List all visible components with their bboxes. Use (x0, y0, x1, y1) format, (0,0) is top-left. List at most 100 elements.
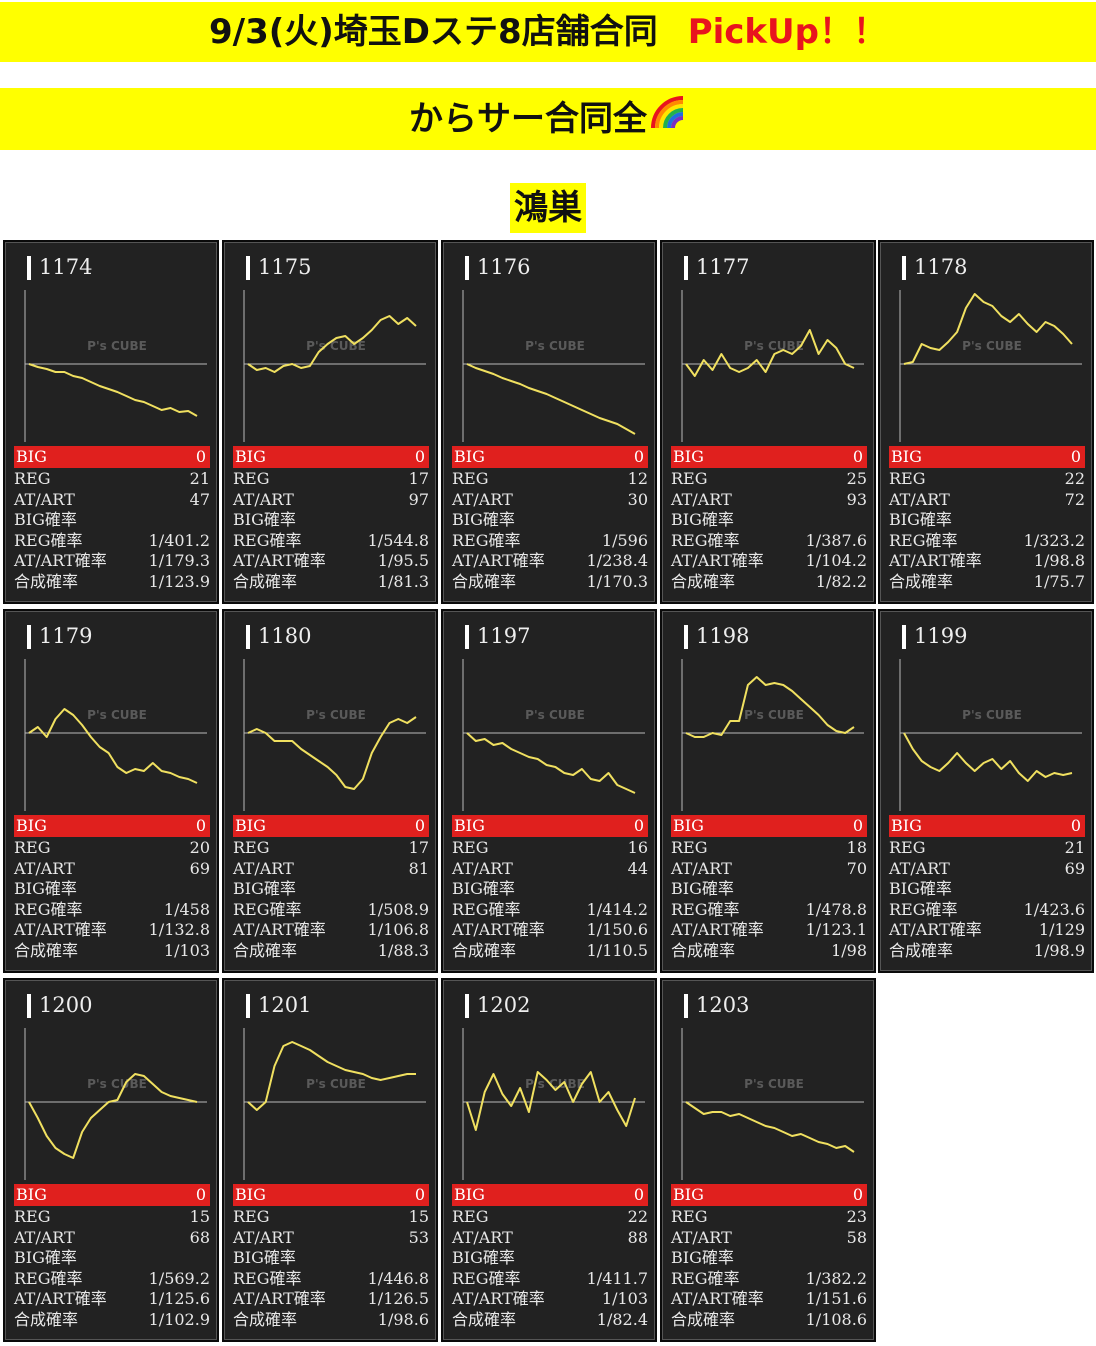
stat-label: REG確率 (671, 899, 740, 919)
trend-line (466, 732, 636, 794)
watermark-logo: P's CUBE (962, 708, 1022, 722)
stat-row-reg: REG 22 (889, 469, 1085, 489)
machine-card: 1202 P's CUBE BIG 0 REG 22 AT/ART 88 BIG確率 REG確率 1… (441, 978, 657, 1342)
watermark-logo: P's CUBE (306, 1077, 366, 1091)
stat-label: BIG確率 (452, 879, 515, 899)
stat-value: 1/478.8 (805, 899, 867, 919)
stat-row-reg-rate: REG確率 1/401.2 (14, 531, 210, 551)
trend-line (466, 1071, 636, 1131)
stat-row-total-rate: 合成確率 1/82.2 (671, 572, 867, 592)
stat-label: AT/ART (889, 858, 950, 878)
stat-row-big-rate: BIG確率 (671, 510, 867, 530)
watermark-logo: P's CUBE (87, 708, 147, 722)
title-text: 9/3(火)埼玉Dステ8店舗合同 (209, 12, 658, 52)
stat-row-reg: REG 15 (233, 1207, 429, 1227)
stat-value: 1/596 (601, 530, 648, 550)
big-value: 0 (1070, 816, 1081, 835)
stat-label: AT/ART確率 (14, 551, 107, 571)
stat-label: BIG確率 (452, 1248, 515, 1268)
stat-value: 17 (408, 838, 429, 857)
stat-label: 合成確率 (14, 572, 79, 591)
big-row: BIG 0 (889, 815, 1085, 837)
stat-value: 1/508.9 (367, 899, 429, 919)
stat-value: 1/569.2 (148, 1268, 210, 1288)
watermark-logo: P's CUBE (744, 1077, 804, 1091)
stat-value: 69 (189, 858, 210, 878)
machine-number: 1203 (696, 993, 750, 1017)
machine-card: 1199 P's CUBE BIG 0 REG 21 AT/ART 69 BIG確率 REG確率 1… (878, 609, 1094, 973)
trend-graph: P's CUBE (899, 659, 1082, 811)
trend-line (247, 716, 417, 790)
stat-label: BIG確率 (889, 510, 952, 530)
trend-graph: P's CUBE (462, 659, 645, 811)
stat-row-atart: AT/ART 68 (14, 1228, 210, 1248)
stat-label: 合成確率 (233, 572, 298, 591)
stat-row-atart-rate: AT/ART確率 1/104.2 (671, 551, 867, 571)
stat-label: BIG確率 (233, 510, 296, 530)
stat-value: 25 (846, 469, 867, 488)
stat-row-atart-rate: AT/ART確率 1/151.6 (671, 1289, 867, 1309)
stat-value: 23 (846, 1207, 867, 1226)
stat-label: AT/ART確率 (233, 551, 326, 571)
machine-card: 1176 P's CUBE BIG 0 REG 12 AT/ART 30 BIG確率 REG確率 1… (441, 240, 657, 604)
machine-card: 1200 P's CUBE BIG 0 REG 15 AT/ART 68 BIG確率 REG確率 1… (3, 978, 219, 1342)
stat-value: 20 (189, 838, 210, 857)
stat-row-atart-rate: AT/ART確率 1/103 (452, 1289, 648, 1309)
stat-row-reg: REG 23 (671, 1207, 867, 1227)
watermark-logo: P's CUBE (306, 708, 366, 722)
stat-value: 47 (189, 489, 210, 509)
machine-number: 1177 (696, 255, 750, 279)
watermark-logo: P's CUBE (87, 1077, 147, 1091)
stat-value: 1/108.6 (805, 1310, 867, 1329)
stat-row-reg-rate: REG確率 1/323.2 (889, 531, 1085, 551)
stat-label: AT/ART確率 (889, 551, 982, 571)
stat-value: 12 (627, 469, 648, 488)
big-value: 0 (414, 447, 425, 466)
stat-label: BIG確率 (671, 1248, 734, 1268)
stat-row-reg: REG 17 (233, 469, 429, 489)
big-value: 0 (852, 1185, 863, 1204)
stat-value: 1/401.2 (148, 530, 210, 550)
stat-row-reg-rate: REG確率 1/414.2 (452, 900, 648, 920)
stat-label: BIG確率 (671, 879, 734, 899)
stat-row-reg: REG 21 (889, 838, 1085, 858)
big-row: BIG 0 (14, 446, 210, 468)
stat-value: 1/123.1 (805, 920, 867, 940)
watermark-logo: P's CUBE (962, 339, 1022, 353)
stat-value: 1/81.3 (377, 572, 429, 591)
stat-row-reg: REG 12 (452, 469, 648, 489)
stat-label: REG (671, 838, 708, 857)
trend-graph: P's CUBE (243, 290, 426, 442)
stat-row-reg-rate: REG確率 1/569.2 (14, 1269, 210, 1289)
big-label: BIG (891, 447, 922, 466)
stat-row-reg: REG 17 (233, 838, 429, 858)
watermark-logo: P's CUBE (87, 339, 147, 353)
stat-label: AT/ART確率 (14, 920, 107, 940)
stat-value: 21 (189, 469, 210, 488)
stat-label: REG (452, 838, 489, 857)
stat-label: REG (889, 469, 926, 488)
stat-value: 1/126.5 (367, 1289, 429, 1309)
stat-row-big-rate: BIG確率 (671, 879, 867, 899)
stat-label: BIG確率 (233, 879, 296, 899)
stat-row-big-rate: BIG確率 (889, 879, 1085, 899)
subtitle-text: からサー合同全 (409, 99, 647, 139)
trend-line (903, 293, 1073, 365)
trend-graph: P's CUBE (462, 290, 645, 442)
watermark-logo: P's CUBE (525, 708, 585, 722)
stat-row-big-rate: BIG確率 (452, 879, 648, 899)
stat-value: 17 (408, 469, 429, 488)
stat-label: REG確率 (671, 530, 740, 550)
stat-label: REG (14, 1207, 51, 1226)
stat-label: AT/ART (671, 489, 732, 509)
stat-label: AT/ART確率 (452, 1289, 545, 1309)
stat-value: 1/150.6 (586, 920, 648, 940)
stat-label: BIG確率 (452, 510, 515, 530)
big-row: BIG 0 (452, 1184, 648, 1206)
stat-label: BIG確率 (889, 879, 952, 899)
stat-row-reg-rate: REG確率 1/446.8 (233, 1269, 429, 1289)
big-row: BIG 0 (452, 446, 648, 468)
stat-row-atart-rate: AT/ART確率 1/98.8 (889, 551, 1085, 571)
stat-row-reg-rate: REG確率 1/458 (14, 900, 210, 920)
trend-line (685, 1101, 855, 1153)
